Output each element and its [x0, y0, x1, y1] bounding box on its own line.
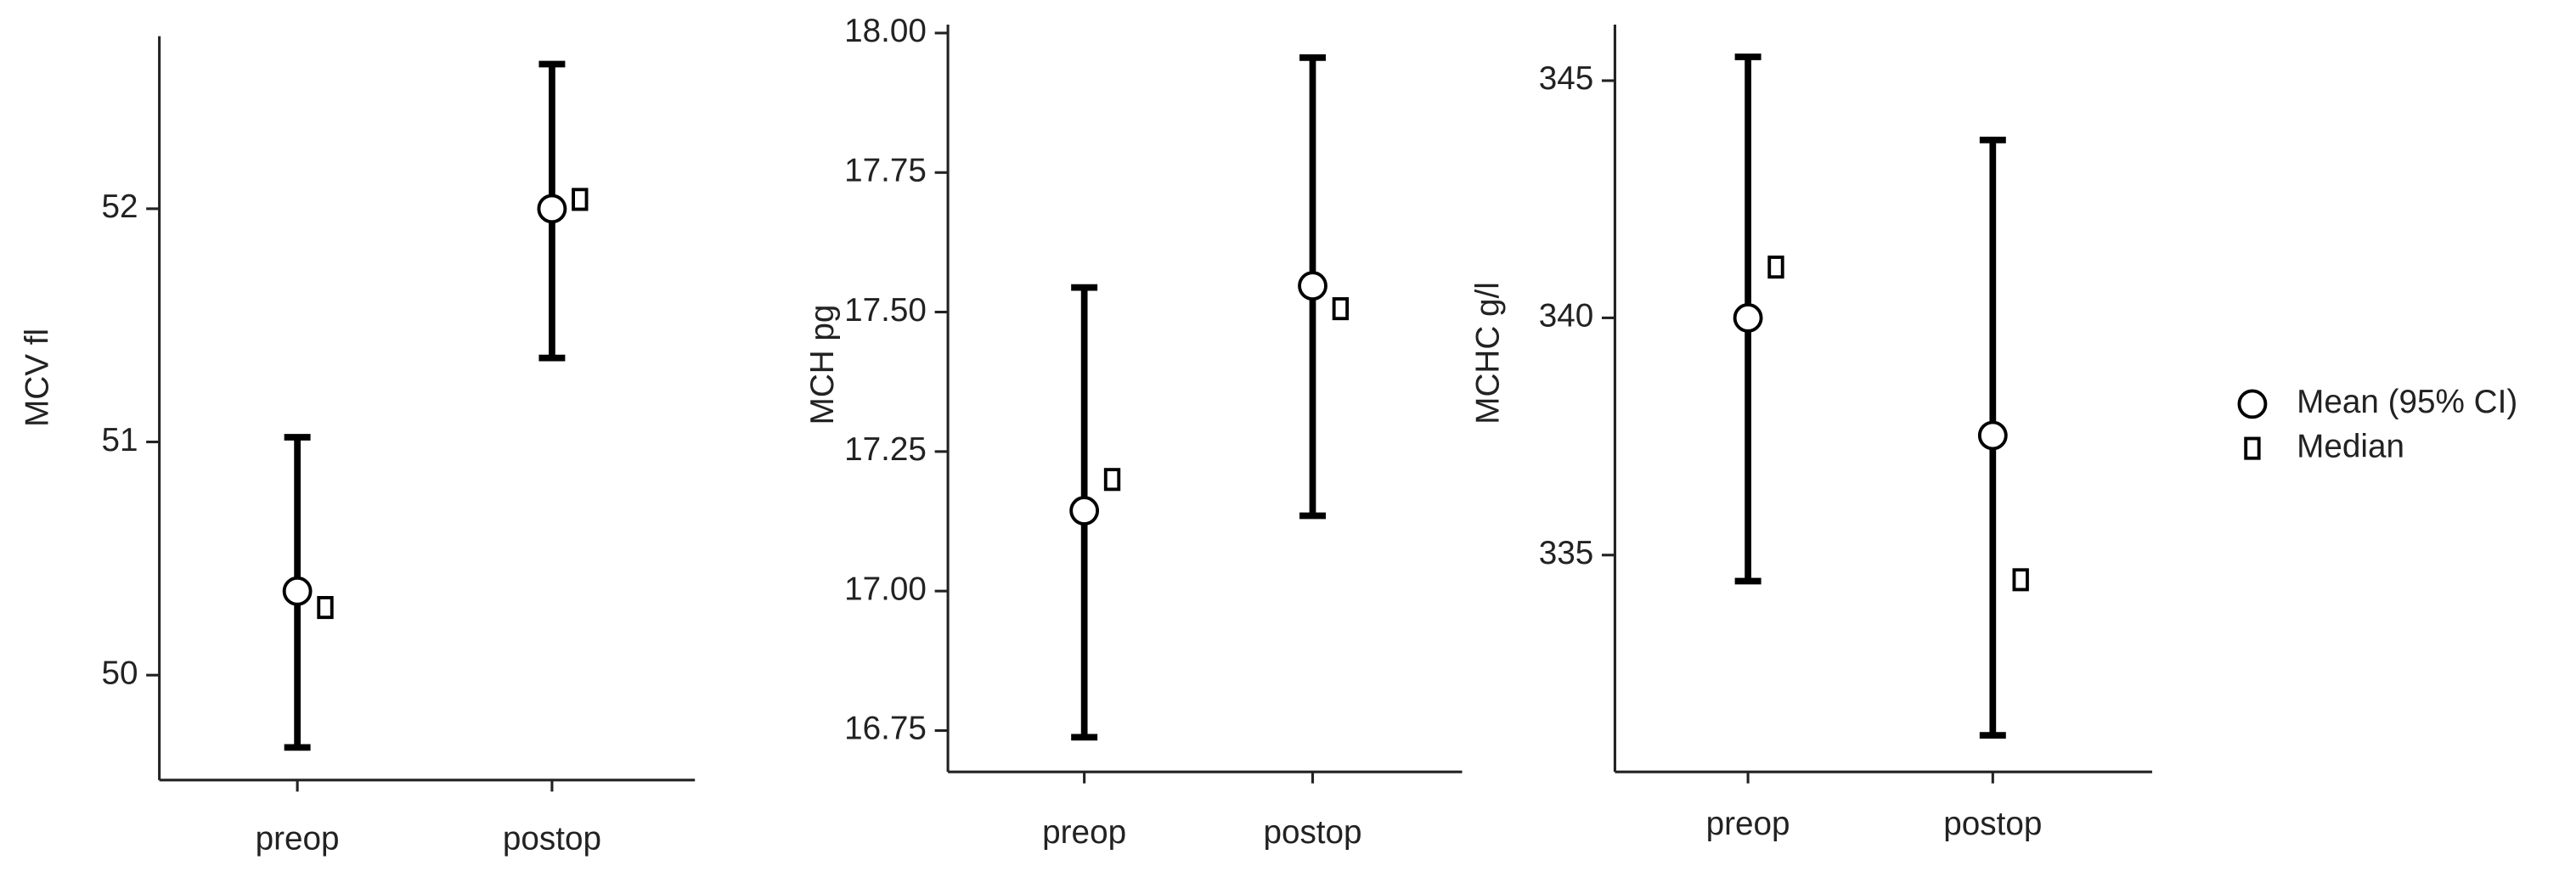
- legend-label: Median: [2297, 428, 2404, 464]
- y-tick-label: 17.00: [844, 571, 927, 607]
- median-marker: [1767, 256, 1784, 279]
- legend-marker: [2244, 436, 2261, 460]
- mean-marker: [1069, 496, 1100, 526]
- x-tick-label: preop: [1042, 814, 1126, 851]
- x-tick-label: preop: [1706, 806, 1790, 842]
- y-tick-label: 335: [1539, 535, 1594, 571]
- y-tick-label: 52: [101, 188, 138, 225]
- y-tick-label: 17.75: [844, 152, 927, 188]
- x-tick-label: postop: [1263, 814, 1361, 851]
- y-tick-label: 50: [101, 655, 138, 691]
- mean-marker: [537, 194, 567, 224]
- median-marker: [572, 188, 589, 211]
- mean-marker: [1733, 302, 1763, 333]
- x-tick-label: preop: [256, 821, 340, 857]
- x-tick-label: postop: [1943, 806, 2042, 842]
- y-tick-label: 51: [101, 422, 138, 458]
- mean-marker: [282, 576, 313, 606]
- y-tick-label: 17.50: [844, 292, 927, 329]
- x-tick-label: postop: [503, 821, 601, 857]
- y-tick-label: 340: [1539, 298, 1594, 334]
- y-tick-label: 17.25: [844, 431, 927, 468]
- mean-marker: [1977, 420, 2008, 451]
- y-tick-label: 16.75: [844, 711, 927, 747]
- y-tick-label: 18.00: [844, 13, 927, 49]
- y-tick-label: 345: [1539, 60, 1594, 97]
- median-marker: [317, 596, 334, 620]
- median-marker: [1103, 468, 1121, 492]
- legend-label: Mean (95% CI): [2297, 384, 2517, 420]
- median-marker: [2012, 568, 2029, 592]
- median-marker: [1332, 297, 1350, 321]
- y-axis-label: MCH pg: [804, 305, 841, 425]
- mean-marker: [1298, 271, 1327, 301]
- legend-marker: [2237, 389, 2268, 419]
- y-axis-label: MCHC g/l: [1470, 282, 1507, 424]
- y-axis-label: MCV fl: [20, 329, 56, 427]
